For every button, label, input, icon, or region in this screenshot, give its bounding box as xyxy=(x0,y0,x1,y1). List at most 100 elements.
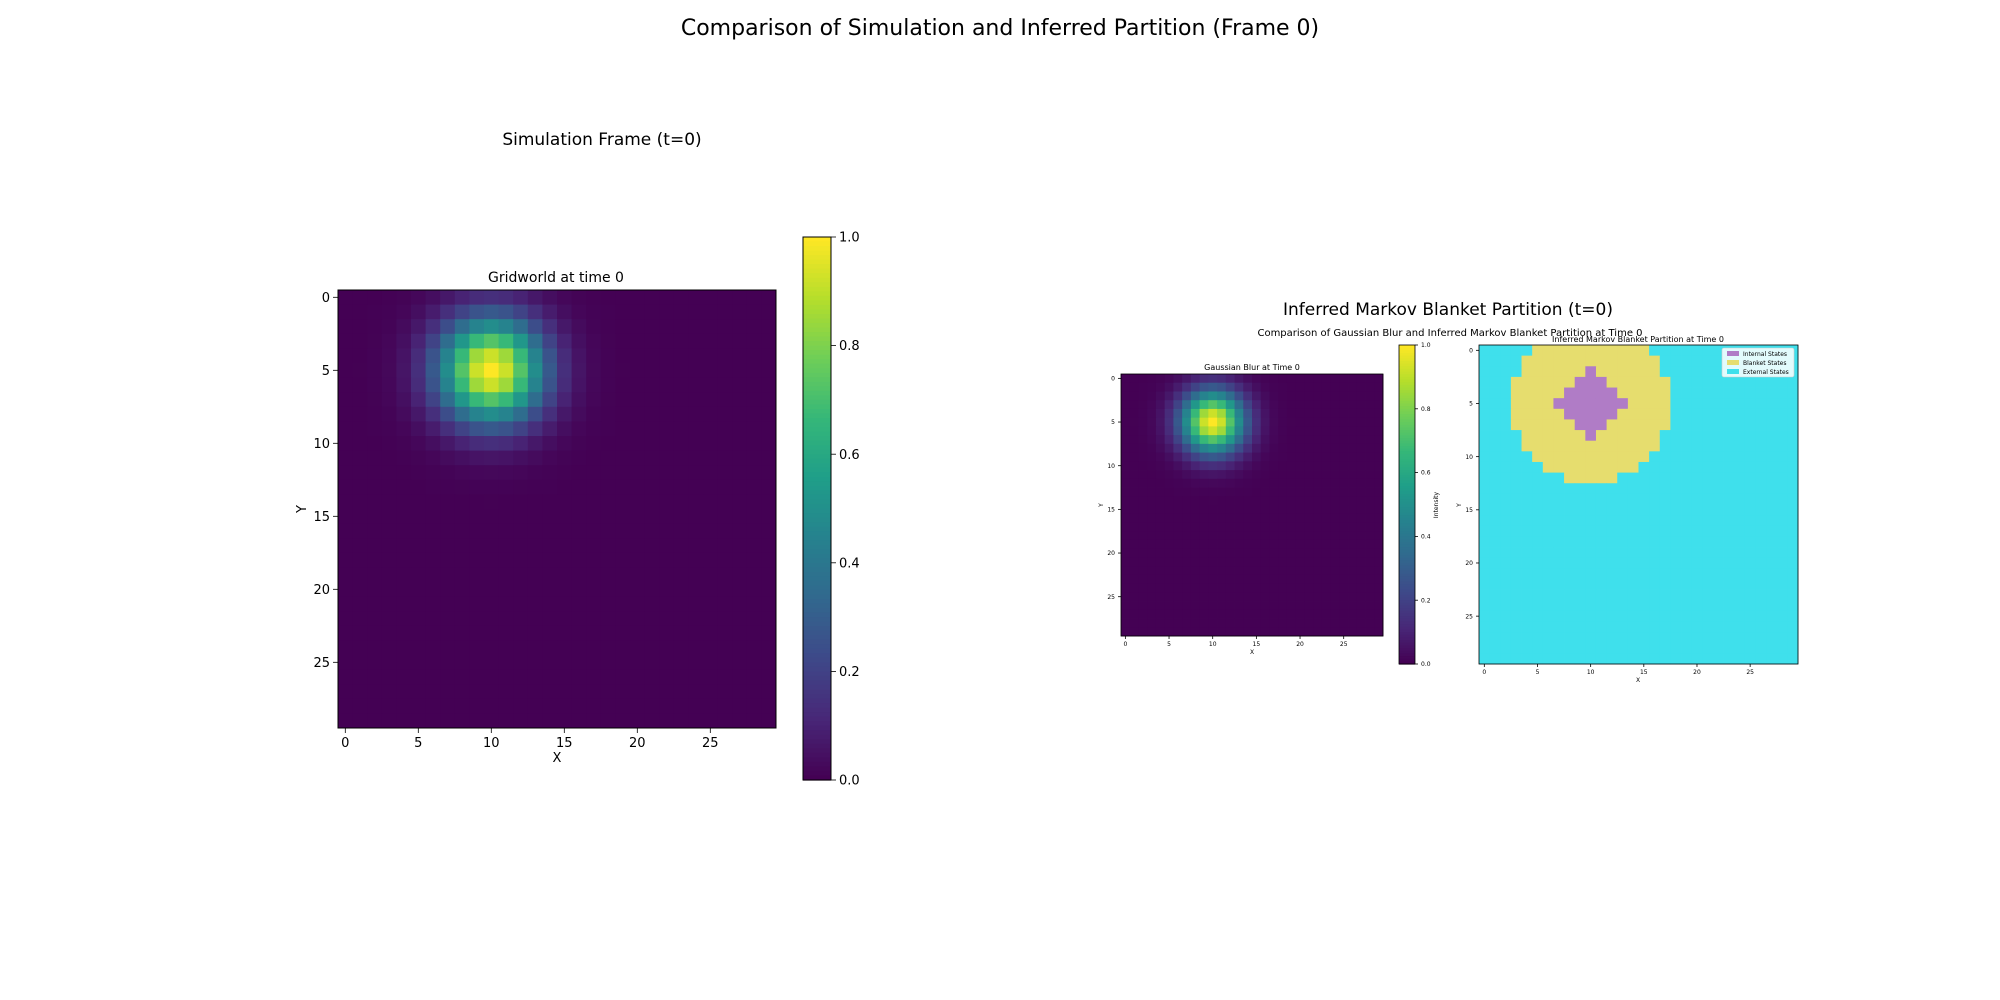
heatmap-cell xyxy=(1374,470,1384,480)
heatmap-cell xyxy=(1617,355,1629,367)
heatmap-cell xyxy=(1164,400,1174,410)
heatmap-cell xyxy=(542,538,558,554)
heatmap-cell xyxy=(484,479,499,495)
heatmap-cell xyxy=(1374,548,1384,558)
heatmap-cell xyxy=(1269,609,1279,619)
heatmap-cell xyxy=(1532,504,1544,516)
heatmap-cell xyxy=(557,538,572,554)
heatmap-cell xyxy=(1606,536,1618,548)
colorbar-step xyxy=(1399,485,1415,490)
heatmap-cell xyxy=(1365,470,1375,480)
heatmap-cell xyxy=(1670,398,1682,410)
colorbar-step xyxy=(803,395,831,401)
heatmap-cell xyxy=(1252,583,1262,593)
heatmap-cell xyxy=(367,713,383,729)
heatmap-cell xyxy=(1617,440,1629,452)
heatmap-cell xyxy=(513,582,529,597)
heatmap-cell xyxy=(717,552,733,568)
colorbar-step xyxy=(803,716,831,722)
colorbar-step xyxy=(1399,653,1415,657)
colorbar-step xyxy=(803,571,831,577)
heatmap-cell xyxy=(746,523,762,539)
heatmap-cell xyxy=(1670,600,1682,612)
heatmap-cell xyxy=(1521,398,1533,410)
heatmap-cell xyxy=(673,523,689,539)
heatmap-cell xyxy=(527,479,543,495)
heatmap-cell xyxy=(1532,578,1544,590)
heatmap-cell xyxy=(1147,417,1157,427)
heatmap-cell xyxy=(513,348,529,364)
heatmap-cell xyxy=(1510,366,1522,378)
heatmap-cell xyxy=(703,377,718,393)
heatmap-cell xyxy=(396,421,412,437)
heatmap-cell xyxy=(659,363,675,378)
heatmap-cell xyxy=(1243,417,1253,427)
heatmap-cell xyxy=(1138,400,1148,410)
heatmap-cell xyxy=(396,348,412,364)
heatmap-cell xyxy=(630,523,645,539)
heatmap-cell xyxy=(1313,452,1323,462)
heatmap-cell xyxy=(1304,583,1314,593)
colorbar-step xyxy=(1399,557,1415,561)
heatmap-cell xyxy=(542,640,558,656)
colorbar-step xyxy=(803,594,831,600)
partition-ylabel: Y xyxy=(1456,503,1463,508)
heatmap-cell xyxy=(1744,547,1756,559)
heatmap-cell xyxy=(425,567,441,583)
heatmap-cell xyxy=(1138,531,1148,541)
heatmap-cell xyxy=(1627,493,1639,505)
heatmap-cell xyxy=(703,290,718,305)
heatmap-cell xyxy=(1542,547,1554,559)
heatmap-cell xyxy=(1649,355,1661,367)
heatmap-cell xyxy=(1521,525,1533,537)
heatmap-cell xyxy=(1121,513,1131,523)
heatmap-cell xyxy=(1617,419,1629,431)
gridworld-colorbar: 0.00.20.40.60.81.0 xyxy=(802,231,860,789)
heatmap-cell xyxy=(1702,578,1714,590)
heatmap-cell xyxy=(1155,531,1166,541)
heatmap-cell xyxy=(1330,435,1340,445)
heatmap-cell xyxy=(1681,504,1693,516)
heatmap-cell xyxy=(1500,589,1512,601)
heatmap-cell xyxy=(1787,536,1799,548)
heatmap-cell xyxy=(1659,483,1671,495)
heatmap-cell xyxy=(484,406,499,422)
heatmap-cell xyxy=(1766,387,1778,399)
heatmap-cell xyxy=(1521,547,1533,559)
heatmap-cell xyxy=(1595,366,1607,378)
heatmap-cell xyxy=(1627,440,1639,452)
heatmap-cell xyxy=(1217,470,1227,480)
heatmap-cell xyxy=(659,552,675,568)
heatmap-cell xyxy=(1199,513,1209,523)
colorbar-step xyxy=(1399,456,1415,460)
heatmap-cell xyxy=(1670,408,1682,420)
heatmap-cell xyxy=(1744,483,1756,495)
heatmap-cell xyxy=(1182,470,1192,480)
heatmap-cell xyxy=(1190,382,1200,392)
heatmap-cell xyxy=(1489,504,1501,516)
heatmap-cell xyxy=(1787,493,1799,505)
heatmap-cell xyxy=(1190,443,1200,453)
heatmap-cell xyxy=(1321,618,1331,628)
heatmap-cell xyxy=(1479,578,1491,590)
heatmap-cell xyxy=(1744,376,1756,388)
heatmap-cell xyxy=(630,669,645,685)
heatmap-cell xyxy=(1766,547,1778,559)
heatmap-cell xyxy=(1744,557,1756,569)
heatmap-cell xyxy=(1617,493,1629,505)
heatmap-cell xyxy=(1659,547,1671,559)
heatmap-cell xyxy=(1553,568,1565,580)
heatmap-cell xyxy=(1278,391,1288,401)
heatmap-cell xyxy=(1374,574,1384,584)
heatmap-cell xyxy=(1510,515,1522,527)
colorbar-step xyxy=(803,757,831,763)
heatmap-cell xyxy=(1564,632,1576,644)
heatmap-cell xyxy=(1199,391,1209,401)
heatmap-cell xyxy=(440,479,456,495)
heatmap-cell xyxy=(557,377,572,393)
heatmap-cell xyxy=(630,625,645,641)
heatmap-cell xyxy=(1260,609,1270,619)
heatmap-cell xyxy=(1489,642,1501,654)
heatmap-cell xyxy=(1585,355,1597,367)
heatmap-cell xyxy=(1617,483,1629,495)
